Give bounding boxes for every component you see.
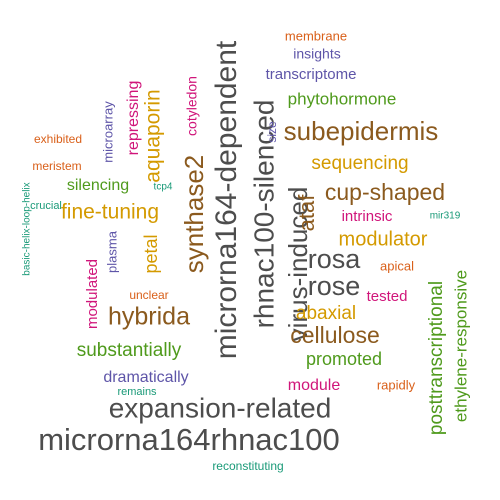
word-synthase2: synthase2: [179, 155, 209, 274]
word-promoted: promoted: [306, 349, 382, 369]
word-sequencing: sequencing: [311, 153, 408, 174]
word-size: size: [265, 121, 279, 143]
word-rapidly: rapidly: [377, 377, 416, 392]
word-reconstituting: reconstituting: [212, 459, 283, 473]
word-posttranscriptional: posttranscriptional: [426, 281, 447, 435]
word-rosa: rosa: [308, 244, 362, 274]
word-substantially: substantially: [77, 340, 182, 361]
word-tested: tested: [367, 288, 408, 305]
word-modulated: modulated: [84, 259, 101, 329]
word-phytohormone: phytohormone: [288, 89, 397, 108]
word-microrna164-dependent: microrna164-dependent: [210, 40, 243, 359]
word-tcp4: tcp4: [154, 182, 173, 193]
word-apical: apical: [380, 258, 414, 273]
word-fine-tuning: fine-tuning: [61, 201, 159, 224]
word-ataf: ataf: [294, 194, 319, 232]
word-transcriptome: transcriptome: [266, 66, 357, 83]
word-cellulose: cellulose: [290, 322, 380, 348]
word-petal: petal: [141, 234, 161, 273]
word-crucial: crucial: [30, 200, 62, 212]
word-rhnac100-silenced: rhnac100-silenced: [248, 100, 279, 329]
word-membrane: membrane: [285, 28, 347, 43]
word-plasma: plasma: [104, 230, 119, 273]
word-modulator: modulator: [339, 228, 428, 250]
word-aquaporin: aquaporin: [142, 89, 165, 182]
word-microarray: microarray: [100, 101, 115, 163]
word-intrinsic: intrinsic: [342, 208, 393, 225]
word-insights: insights: [293, 46, 340, 62]
word-virus-induced: virus-induced: [283, 187, 313, 342]
word-expansion-related: expansion-related: [109, 392, 332, 423]
word-cup-shaped: cup-shaped: [325, 179, 445, 205]
word-cotyledon: cotyledon: [184, 76, 200, 136]
word-module: module: [288, 377, 341, 394]
word-meristem: meristem: [32, 159, 81, 173]
word-hybrida: hybrida: [108, 303, 190, 331]
word-repressing: repressing: [125, 81, 142, 156]
word-unclear: unclear: [129, 288, 168, 302]
word-basic-helix-loop-helix: basic-helix-loop-helix: [22, 182, 33, 275]
word-remains: remains: [117, 386, 157, 398]
word-mir319: mir319: [430, 211, 461, 222]
word-rose: rose: [308, 271, 361, 301]
word-silencing: silencing: [67, 177, 129, 194]
word-ethylene-responsive: ethylene-responsive: [451, 270, 470, 422]
word-abaxial: abaxial: [296, 303, 356, 324]
word-dramatically: dramatically: [103, 369, 188, 386]
word-exhibited: exhibited: [34, 132, 82, 146]
word-microrna164rhnac100: microrna164rhnac100: [38, 422, 340, 457]
word-subepidermis: subepidermis: [284, 116, 439, 146]
